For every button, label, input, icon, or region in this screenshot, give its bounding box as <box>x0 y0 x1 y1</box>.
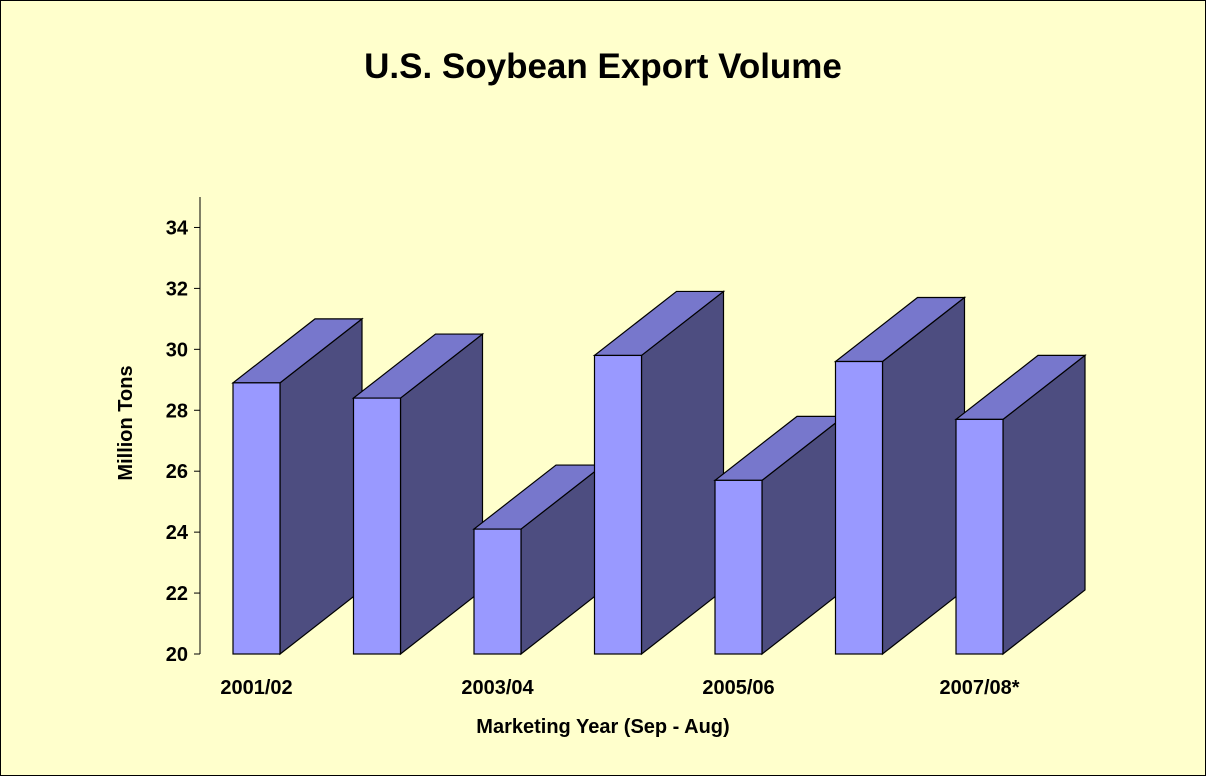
x-axis-ticks: 2001/02 2003/04 2005/06 2007/08* <box>220 677 1019 699</box>
y-tick-label: 32 <box>166 278 188 300</box>
bar-front-face <box>955 418 1004 655</box>
bar-front-face <box>834 360 884 655</box>
y-tick-label: 24 <box>166 522 189 544</box>
y-axis-label: Million Tons <box>115 365 137 480</box>
bar <box>472 463 605 656</box>
bar <box>954 354 1087 656</box>
y-tick-label: 28 <box>166 400 188 422</box>
bar <box>833 296 967 656</box>
chart-title: U.S. Soybean Export Volume <box>364 47 842 86</box>
x-tick-label: 2001/02 <box>220 677 292 699</box>
y-tick-label: 22 <box>166 583 188 605</box>
bar-front-face <box>593 354 643 655</box>
bar <box>713 415 846 656</box>
y-axis-ticks: 20 22 24 26 28 30 32 34 <box>166 217 200 666</box>
x-tick-label: 2003/04 <box>461 677 534 699</box>
x-tick-label: 2005/06 <box>702 677 774 699</box>
bars-group <box>231 290 1087 656</box>
x-axis-label: Marketing Year (Sep - Aug) <box>476 716 729 738</box>
bar-front-face <box>232 382 281 655</box>
bar <box>351 332 485 656</box>
bar-front-face <box>714 479 763 655</box>
y-tick-label: 34 <box>166 217 189 239</box>
y-tick-label: 30 <box>166 339 188 361</box>
y-tick-label: 26 <box>166 461 188 483</box>
bar <box>592 290 726 656</box>
bar <box>231 317 364 656</box>
x-tick-label: 2007/08* <box>939 677 1019 699</box>
y-tick-label: 20 <box>166 644 188 666</box>
bar-front-face <box>473 528 522 655</box>
bar-front-face <box>352 397 402 655</box>
